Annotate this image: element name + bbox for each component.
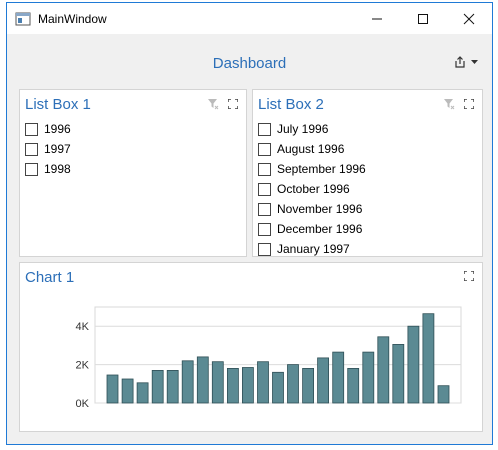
clear-filter-icon[interactable]	[207, 98, 219, 110]
checkbox[interactable]	[25, 122, 38, 136]
list-item-label: October 1996	[277, 182, 350, 196]
close-button[interactable]	[446, 3, 492, 34]
chart-bar	[257, 361, 269, 404]
checkbox[interactable]	[258, 242, 271, 256]
list-item-label: December 1996	[277, 222, 363, 236]
list-item-label: 1996	[44, 122, 71, 136]
list-box-1-panel: List Box 1 1996 1997 1998	[19, 89, 247, 257]
list-item-label: 1998	[44, 162, 71, 176]
chart-bar	[151, 370, 164, 404]
list-item-label: 1997	[44, 142, 71, 156]
chart-bar	[332, 351, 345, 404]
chart-bar	[437, 385, 450, 404]
chart-bar	[241, 367, 254, 404]
clear-filter-icon[interactable]	[443, 98, 455, 110]
export-button[interactable]	[454, 56, 478, 68]
chart-bar	[136, 382, 149, 404]
chart-bar	[302, 368, 315, 404]
maximize-panel-icon[interactable]	[464, 99, 474, 109]
maximize-button[interactable]	[400, 3, 446, 34]
checkbox[interactable]	[258, 142, 271, 156]
chart-bar	[377, 336, 390, 404]
chart-bar	[272, 371, 284, 404]
checkbox[interactable]	[258, 222, 271, 236]
chart-bar	[422, 313, 435, 404]
maximize-icon	[418, 13, 428, 24]
list-item[interactable]: September 1996	[258, 162, 366, 176]
list-item-label: August 1996	[277, 142, 345, 156]
checkbox[interactable]	[258, 162, 271, 176]
list-item[interactable]: November 1996	[258, 202, 362, 216]
list-item-label: July 1996	[277, 122, 329, 136]
list-box-2-panel: List Box 2 July 1996 August 1996 Septemb…	[252, 89, 483, 257]
bar-chart[interactable]: 0K 2K 4K Quantity (Sum)	[20, 263, 482, 431]
list-item[interactable]: 1996	[25, 122, 71, 136]
chart-bar	[407, 325, 420, 404]
chart-1-title: Chart 1	[25, 269, 75, 286]
list-item[interactable]: January 1997	[258, 242, 350, 256]
chart-bar	[121, 378, 134, 404]
minimize-button[interactable]	[354, 3, 400, 34]
list-box-1-title: List Box 1	[25, 96, 91, 113]
chart-bar	[392, 344, 405, 404]
export-icon	[455, 56, 465, 68]
checkbox[interactable]	[25, 162, 38, 176]
list-item[interactable]: July 1996	[258, 122, 328, 136]
list-item[interactable]: October 1996	[258, 182, 350, 196]
chart-bar	[362, 351, 375, 404]
chevron-down-icon	[471, 60, 478, 64]
chart-bar	[226, 368, 239, 404]
window-title: MainWindow	[38, 11, 107, 26]
y-tick-label: 2K	[76, 360, 90, 372]
list-item-label: January 1997	[277, 242, 350, 256]
list-box-2-title: List Box 2	[258, 96, 324, 113]
y-tick-label: 0K	[76, 398, 90, 410]
title-bar[interactable]: MainWindow	[7, 3, 492, 34]
list-item[interactable]: December 1996	[258, 222, 362, 236]
maximize-panel-icon[interactable]	[228, 99, 238, 109]
minimize-icon	[372, 18, 382, 19]
y-axis-title: Quantity (Sum)	[46, 315, 62, 409]
list-item[interactable]: 1997	[25, 142, 71, 156]
list-item[interactable]: August 1996	[258, 142, 344, 156]
chart-bar	[166, 370, 179, 404]
dashboard-title: Dashboard	[212, 55, 287, 72]
chart-bar	[106, 374, 119, 404]
app-icon	[15, 12, 31, 25]
checkbox[interactable]	[258, 202, 271, 216]
checkbox[interactable]	[258, 122, 271, 136]
y-tick-label: 4K	[76, 321, 90, 333]
checkbox[interactable]	[258, 182, 271, 196]
dashboard-area: Dashboard List Box 1 1996 1997 19	[7, 34, 492, 444]
chart-bar	[317, 357, 330, 404]
list-item[interactable]: 1998	[25, 162, 71, 176]
chart-bar	[211, 361, 224, 404]
main-window: MainWindow Dashboard List Box 1	[6, 2, 493, 445]
close-icon	[463, 13, 475, 24]
chart-bar	[181, 360, 194, 404]
chart-bar	[347, 368, 360, 404]
list-item-label: November 1996	[277, 202, 363, 216]
chart-bar	[196, 356, 209, 404]
chart-bar	[287, 364, 299, 404]
chart-1-panel: Chart 1 0K 2K 4K Quantity (Sum)	[19, 262, 483, 432]
checkbox[interactable]	[25, 142, 38, 156]
list-item-label: September 1996	[277, 162, 366, 176]
